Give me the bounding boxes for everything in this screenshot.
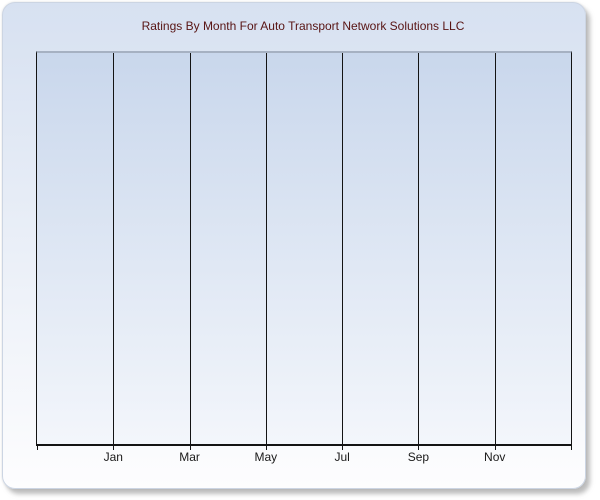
x-axis-tick [571,444,572,450]
chart-panel: Ratings By Month For Auto Transport Netw… [2,2,586,489]
x-axis-tick [418,444,420,450]
gridline [494,53,496,444]
x-axis-tick-label: Jul [334,450,350,464]
gridline [265,53,267,444]
x-axis-tick [265,444,267,450]
x-axis-tick [113,444,115,450]
x-axis-tick-label: Nov [484,450,506,464]
gridline [342,53,344,444]
chart-title: Ratings By Month For Auto Transport Netw… [141,19,465,33]
x-axis-tick-label: Jan [103,450,123,464]
gridline [418,53,420,444]
x-axis-tick [189,444,191,450]
gridline [189,53,191,444]
x-axis-tick [342,444,344,450]
x-axis-tick [37,444,38,450]
x-axis-tick-label: Mar [179,450,200,464]
x-axis-tick-label: Sep [407,450,430,464]
gridline [113,53,115,444]
x-axis-tick [494,444,496,450]
plot-area: Jan Mar May Jul Sep Nov [36,51,572,464]
x-axis-tick-label: May [254,450,278,464]
